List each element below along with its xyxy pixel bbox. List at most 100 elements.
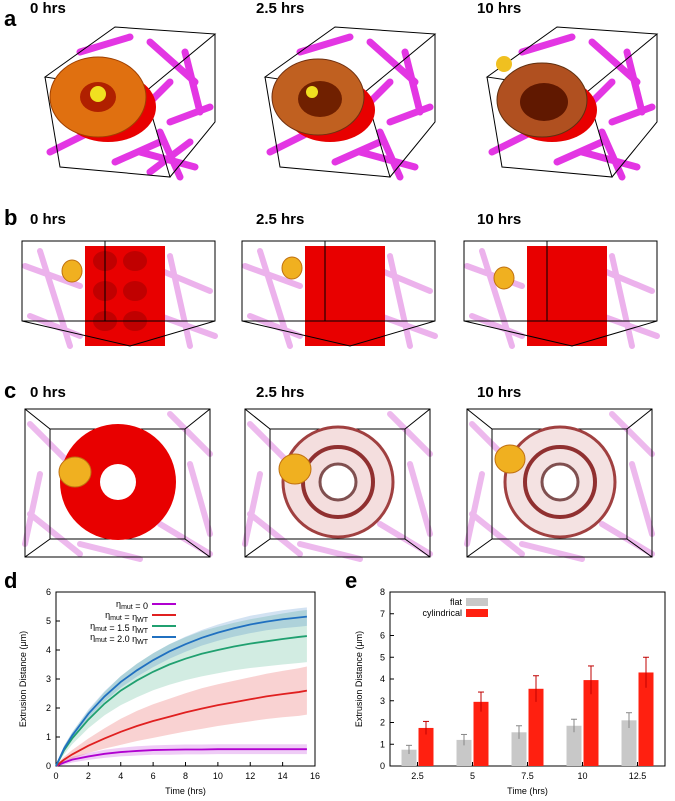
x-axis-label: Time (hrs) (165, 786, 206, 796)
legend-legend_sub2: WT (137, 617, 149, 624)
render-c-0hrs (22, 408, 213, 562)
yellow-cell (90, 86, 106, 102)
time-label-b-1: 2.5 hrs (256, 211, 305, 228)
x-tick-label: 16 (310, 771, 320, 781)
time-label-b-0: 0 hrs (30, 211, 66, 228)
legend-legend_main: η (116, 599, 121, 609)
bar-cylindrical-7.5 (528, 688, 544, 766)
legend-label-3: ηmut = 2.0 ηWT (90, 632, 149, 646)
time-label-c-1: 2.5 hrs (256, 384, 305, 401)
series-line-0 (55, 748, 307, 767)
bar-cylindrical-12.5 (638, 672, 654, 766)
y-tick-label: 4 (380, 674, 385, 684)
render-c-2.5hrs (242, 408, 433, 562)
y-tick-label: 3 (380, 696, 385, 706)
x-tick-label: 2.5 (411, 771, 424, 781)
time-label-a-1: 2.5 hrs (256, 0, 305, 17)
x-tick-label: 0 (53, 771, 58, 781)
y-tick-label: 0 (46, 761, 51, 771)
x-tick-label: 12 (245, 771, 255, 781)
legend-label-2: ηmut = 1.5 ηWT (90, 621, 149, 635)
legend-label-1: ηmut = ηWT (105, 610, 149, 624)
bar-cylindrical-2.5 (418, 727, 434, 766)
y-tick-label: 1 (46, 732, 51, 742)
render-a-0hrs (43, 26, 217, 181)
time-label-b-2: 10 hrs (477, 211, 522, 228)
network-fibers (46, 33, 214, 181)
x-tick-label: 6 (151, 771, 156, 781)
bar-flat-12.5 (621, 720, 637, 766)
series-band-2 (56, 609, 307, 766)
legend-label-0: ηmut = 0 (116, 599, 148, 611)
x-tick-label: 14 (278, 771, 288, 781)
legend-legend_main: η (105, 610, 110, 620)
bar-cylindrical-10 (583, 680, 599, 766)
y-tick-label: 7 (380, 609, 385, 619)
series-band-1 (56, 666, 307, 766)
time-label-a-0: 0 hrs (30, 0, 66, 17)
x-tick-label: 4 (118, 771, 123, 781)
y-tick-label: 2 (46, 703, 51, 713)
render-b-10hrs (463, 240, 660, 349)
panel-letter-a: a (4, 6, 17, 31)
time-label-c-0: 0 hrs (30, 384, 66, 401)
legend-legend_main: η (90, 621, 95, 631)
legend-legend_sub2: WT (137, 628, 149, 635)
series-band-3 (56, 607, 307, 766)
series-line-3 (55, 615, 308, 767)
render-c-10hrs (464, 408, 655, 562)
legend-legend_rest: = η (122, 612, 137, 622)
y-axis-label: Extrusion Distance (μm) (354, 631, 364, 727)
chart-e-bar: 0 1 2 3 4 5 6 7 8 2.5 5 7.5 10 12.5 Time (hrs) Extrusio… (354, 587, 666, 796)
legend-legend_sub: mut (95, 637, 107, 644)
bar-flat-10 (566, 725, 582, 766)
series-line-1 (55, 689, 308, 767)
series-line-2 (55, 635, 308, 767)
y-tick-label: 1 (380, 739, 385, 749)
legend-legend_sub: mut (121, 604, 133, 611)
x-tick-label: 10 (213, 771, 223, 781)
y-tick-label: 5 (380, 652, 385, 662)
x-tick-label: 12.5 (629, 771, 647, 781)
x-tick-label: 2 (86, 771, 91, 781)
y-tick-label: 6 (380, 631, 385, 641)
legend-swatch-1 (466, 609, 488, 617)
panel-letter-e: e (345, 568, 358, 593)
y-tick-label: 3 (46, 674, 51, 684)
y-tick-label: 8 (380, 587, 385, 597)
panel-letter-d: d (4, 568, 18, 593)
legend-swatch-0 (466, 598, 488, 606)
legend-legend_sub: mut (95, 626, 107, 633)
x-axis-label: Time (hrs) (507, 786, 548, 796)
x-tick-label: 8 (183, 771, 188, 781)
legend-legend_rest: = 1.5 η (107, 623, 137, 633)
legend-label-0: flat (450, 597, 463, 607)
bar-flat-2.5 (401, 749, 417, 766)
y-axis-label: Extrusion Distance (μm) (18, 631, 28, 727)
time-label-a-2: 10 hrs (477, 0, 522, 17)
bar-cylindrical-5 (473, 701, 489, 766)
render-a-2.5hrs (263, 26, 437, 181)
time-label-c-2: 10 hrs (477, 384, 522, 401)
bar-flat-5 (456, 739, 472, 766)
legend-legend_sub2: WT (137, 639, 149, 646)
y-tick-label: 4 (46, 645, 51, 655)
y-tick-label: 6 (46, 587, 51, 597)
torus-hole (100, 464, 136, 500)
legend-label-1: cylindrical (422, 608, 462, 618)
render-b-0hrs (21, 240, 218, 349)
y-tick-label: 0 (380, 761, 385, 771)
render-a-10hrs (485, 26, 659, 181)
legend-legend_rest: = 0 (133, 601, 148, 611)
x-tick-label: 10 (577, 771, 587, 781)
legend-legend_rest: = 2.0 η (107, 634, 137, 644)
render-b-2.5hrs (241, 240, 438, 349)
y-tick-label: 2 (380, 718, 385, 728)
bar-flat-7.5 (511, 732, 527, 766)
panel-letter-b: b (4, 205, 18, 230)
y-tick-label: 5 (46, 616, 51, 626)
panel-letter-c: c (4, 378, 17, 403)
x-tick-label: 7.5 (521, 771, 534, 781)
x-tick-label: 5 (470, 771, 475, 781)
